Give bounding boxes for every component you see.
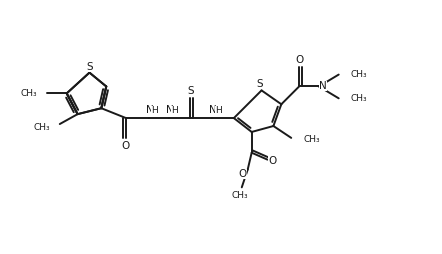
- Text: H: H: [151, 106, 158, 115]
- Text: O: O: [268, 156, 277, 166]
- Text: N: N: [166, 105, 173, 115]
- Text: S: S: [256, 80, 263, 89]
- Text: O: O: [239, 169, 247, 180]
- Text: CH₃: CH₃: [351, 94, 367, 103]
- Text: CH₃: CH₃: [351, 70, 367, 79]
- Text: H: H: [171, 106, 178, 115]
- Text: N: N: [319, 82, 327, 91]
- Text: H: H: [215, 106, 221, 115]
- Text: S: S: [187, 86, 194, 97]
- Text: N: N: [146, 105, 154, 115]
- Text: CH₃: CH₃: [303, 135, 320, 144]
- Text: S: S: [86, 62, 93, 72]
- Text: CH₃: CH₃: [20, 89, 37, 98]
- Text: N: N: [209, 105, 217, 115]
- Text: CH₃: CH₃: [232, 191, 248, 200]
- Text: O: O: [121, 141, 129, 151]
- Text: O: O: [295, 55, 303, 65]
- Text: CH₃: CH₃: [33, 123, 50, 133]
